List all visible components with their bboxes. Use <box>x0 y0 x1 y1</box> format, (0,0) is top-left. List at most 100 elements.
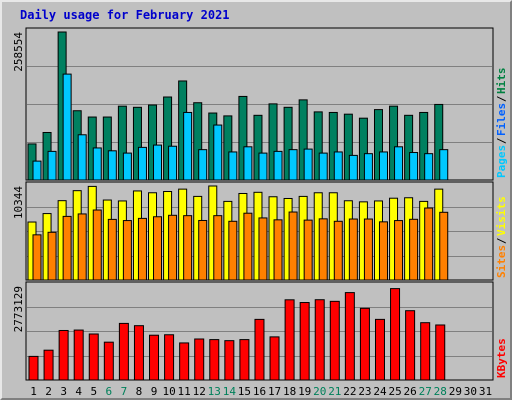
x-tick-label-day-26: 26 <box>404 385 417 398</box>
sites-bar-day-5 <box>92 209 102 281</box>
x-tick-label-day-7: 7 <box>121 385 128 398</box>
files-bar-day-17 <box>273 150 283 181</box>
files-bar-day-3 <box>62 73 72 181</box>
sites-bar-day-3 <box>62 215 72 281</box>
x-tick-label-day-22: 22 <box>343 385 356 398</box>
x-tick-label-day-30: 30 <box>464 385 477 398</box>
kbytes-bar-day-13 <box>209 339 220 381</box>
files-bar-day-6 <box>107 150 117 181</box>
sites-bar-day-19 <box>303 219 313 281</box>
x-tick-label-day-8: 8 <box>136 385 143 398</box>
x-tick-label-day-10: 10 <box>162 385 175 398</box>
sites-bar-day-7 <box>122 220 132 281</box>
x-tick-label-day-21: 21 <box>328 385 341 398</box>
hits-panel-ymax-label: 258554 <box>12 32 25 72</box>
kbytes-bar-day-21 <box>329 300 340 381</box>
sites-bar-day-20 <box>318 218 328 281</box>
files-bar-day-12 <box>198 149 208 181</box>
kbytes-panel-legend-kbytes: KBytes <box>495 338 508 378</box>
kbytes-panel-ymax-label: 2773129 <box>12 286 25 332</box>
sites-bar-day-28 <box>439 211 449 281</box>
files-bar-day-2 <box>47 150 57 181</box>
x-tick-label-day-19: 19 <box>298 385 311 398</box>
kbytes-bar-day-7 <box>118 322 129 381</box>
x-tick-label-day-15: 15 <box>238 385 251 398</box>
hits-bar-day-16 <box>253 114 263 181</box>
files-bar-day-11 <box>183 111 193 181</box>
sites-bar-day-13 <box>213 215 223 281</box>
sites-bar-day-25 <box>394 220 404 281</box>
x-tick-label-day-3: 3 <box>60 385 67 398</box>
kbytes-bar-day-15 <box>239 339 250 381</box>
sites-bar-day-4 <box>77 213 87 281</box>
hits-bar-day-20 <box>313 111 323 181</box>
sites-bar-day-12 <box>198 219 208 281</box>
hits-bar-day-28 <box>434 103 444 181</box>
files-bar-day-8 <box>137 146 147 181</box>
files-bar-day-20 <box>318 152 328 181</box>
x-tick-label-day-16: 16 <box>253 385 266 398</box>
x-tick-label-day-9: 9 <box>151 385 158 398</box>
x-tick-label-day-17: 17 <box>268 385 281 398</box>
hits-bar-day-14 <box>223 115 233 181</box>
files-bar-day-24 <box>378 151 388 181</box>
files-bar-day-23 <box>363 153 373 181</box>
hits-bar-day-6 <box>102 116 112 181</box>
sites-bar-day-27 <box>424 207 434 281</box>
sites-bar-day-8 <box>137 217 147 281</box>
x-tick-label-day-11: 11 <box>178 385 191 398</box>
files-bar-day-19 <box>303 148 313 181</box>
hits-bar-day-22 <box>343 113 353 181</box>
hits-panel-legend-separator: / <box>495 95 508 102</box>
kbytes-bar-day-27 <box>420 322 431 381</box>
sites-bar-day-2 <box>47 231 57 281</box>
kbytes-bar-day-1 <box>28 355 39 381</box>
kbytes-bar-day-18 <box>284 299 295 381</box>
hits-bar-day-24 <box>373 109 383 181</box>
visits-panel-legend-visits: Visits <box>495 196 508 236</box>
files-bar-day-15 <box>243 146 253 181</box>
hits-bar-day-27 <box>419 111 429 181</box>
kbytes-bar-day-19 <box>299 302 310 381</box>
kbytes-bar-day-28 <box>435 324 446 381</box>
visits-panel-legend-separator: / <box>495 237 508 244</box>
x-tick-label-day-12: 12 <box>193 385 206 398</box>
sites-bar-day-14 <box>228 220 238 281</box>
kbytes-bar-day-17 <box>269 336 280 381</box>
x-tick-label-day-5: 5 <box>90 385 97 398</box>
x-tick-label-day-25: 25 <box>388 385 401 398</box>
sites-bar-day-18 <box>288 211 298 281</box>
hits-panel-legend-hits: Hits <box>495 68 508 95</box>
chart-title: Daily usage for February 2021 <box>20 8 230 22</box>
sites-bar-day-9 <box>153 216 163 281</box>
sites-bar-day-6 <box>107 218 117 281</box>
hits-panel-legend-separator: / <box>495 137 508 144</box>
sites-bar-day-11 <box>183 215 193 281</box>
files-bar-day-10 <box>168 145 178 181</box>
hits-bar-day-21 <box>328 111 338 181</box>
files-bar-day-26 <box>409 152 419 181</box>
files-bar-day-22 <box>348 154 358 181</box>
x-tick-label-day-6: 6 <box>106 385 113 398</box>
hits-bar-day-25 <box>389 105 399 181</box>
hits-bar-day-10 <box>163 96 173 181</box>
hits-bar-day-26 <box>404 114 414 181</box>
sites-bar-day-26 <box>409 218 419 281</box>
x-tick-label-day-13: 13 <box>208 385 221 398</box>
sites-bar-day-15 <box>243 212 253 281</box>
files-bar-day-21 <box>333 151 343 181</box>
hits-bar-day-23 <box>358 117 368 181</box>
files-bar-day-18 <box>288 149 298 181</box>
x-tick-label-day-2: 2 <box>45 385 52 398</box>
files-bar-day-14 <box>228 151 238 181</box>
files-bar-day-13 <box>213 124 223 181</box>
hits-bar-day-9 <box>148 104 158 181</box>
x-tick-label-day-18: 18 <box>283 385 296 398</box>
files-bar-day-9 <box>153 144 163 181</box>
sites-bar-day-23 <box>363 218 373 281</box>
kbytes-bar-day-26 <box>405 310 416 381</box>
sites-bar-day-16 <box>258 217 268 281</box>
kbytes-bar-day-16 <box>254 318 265 381</box>
kbytes-bar-day-11 <box>179 342 190 381</box>
